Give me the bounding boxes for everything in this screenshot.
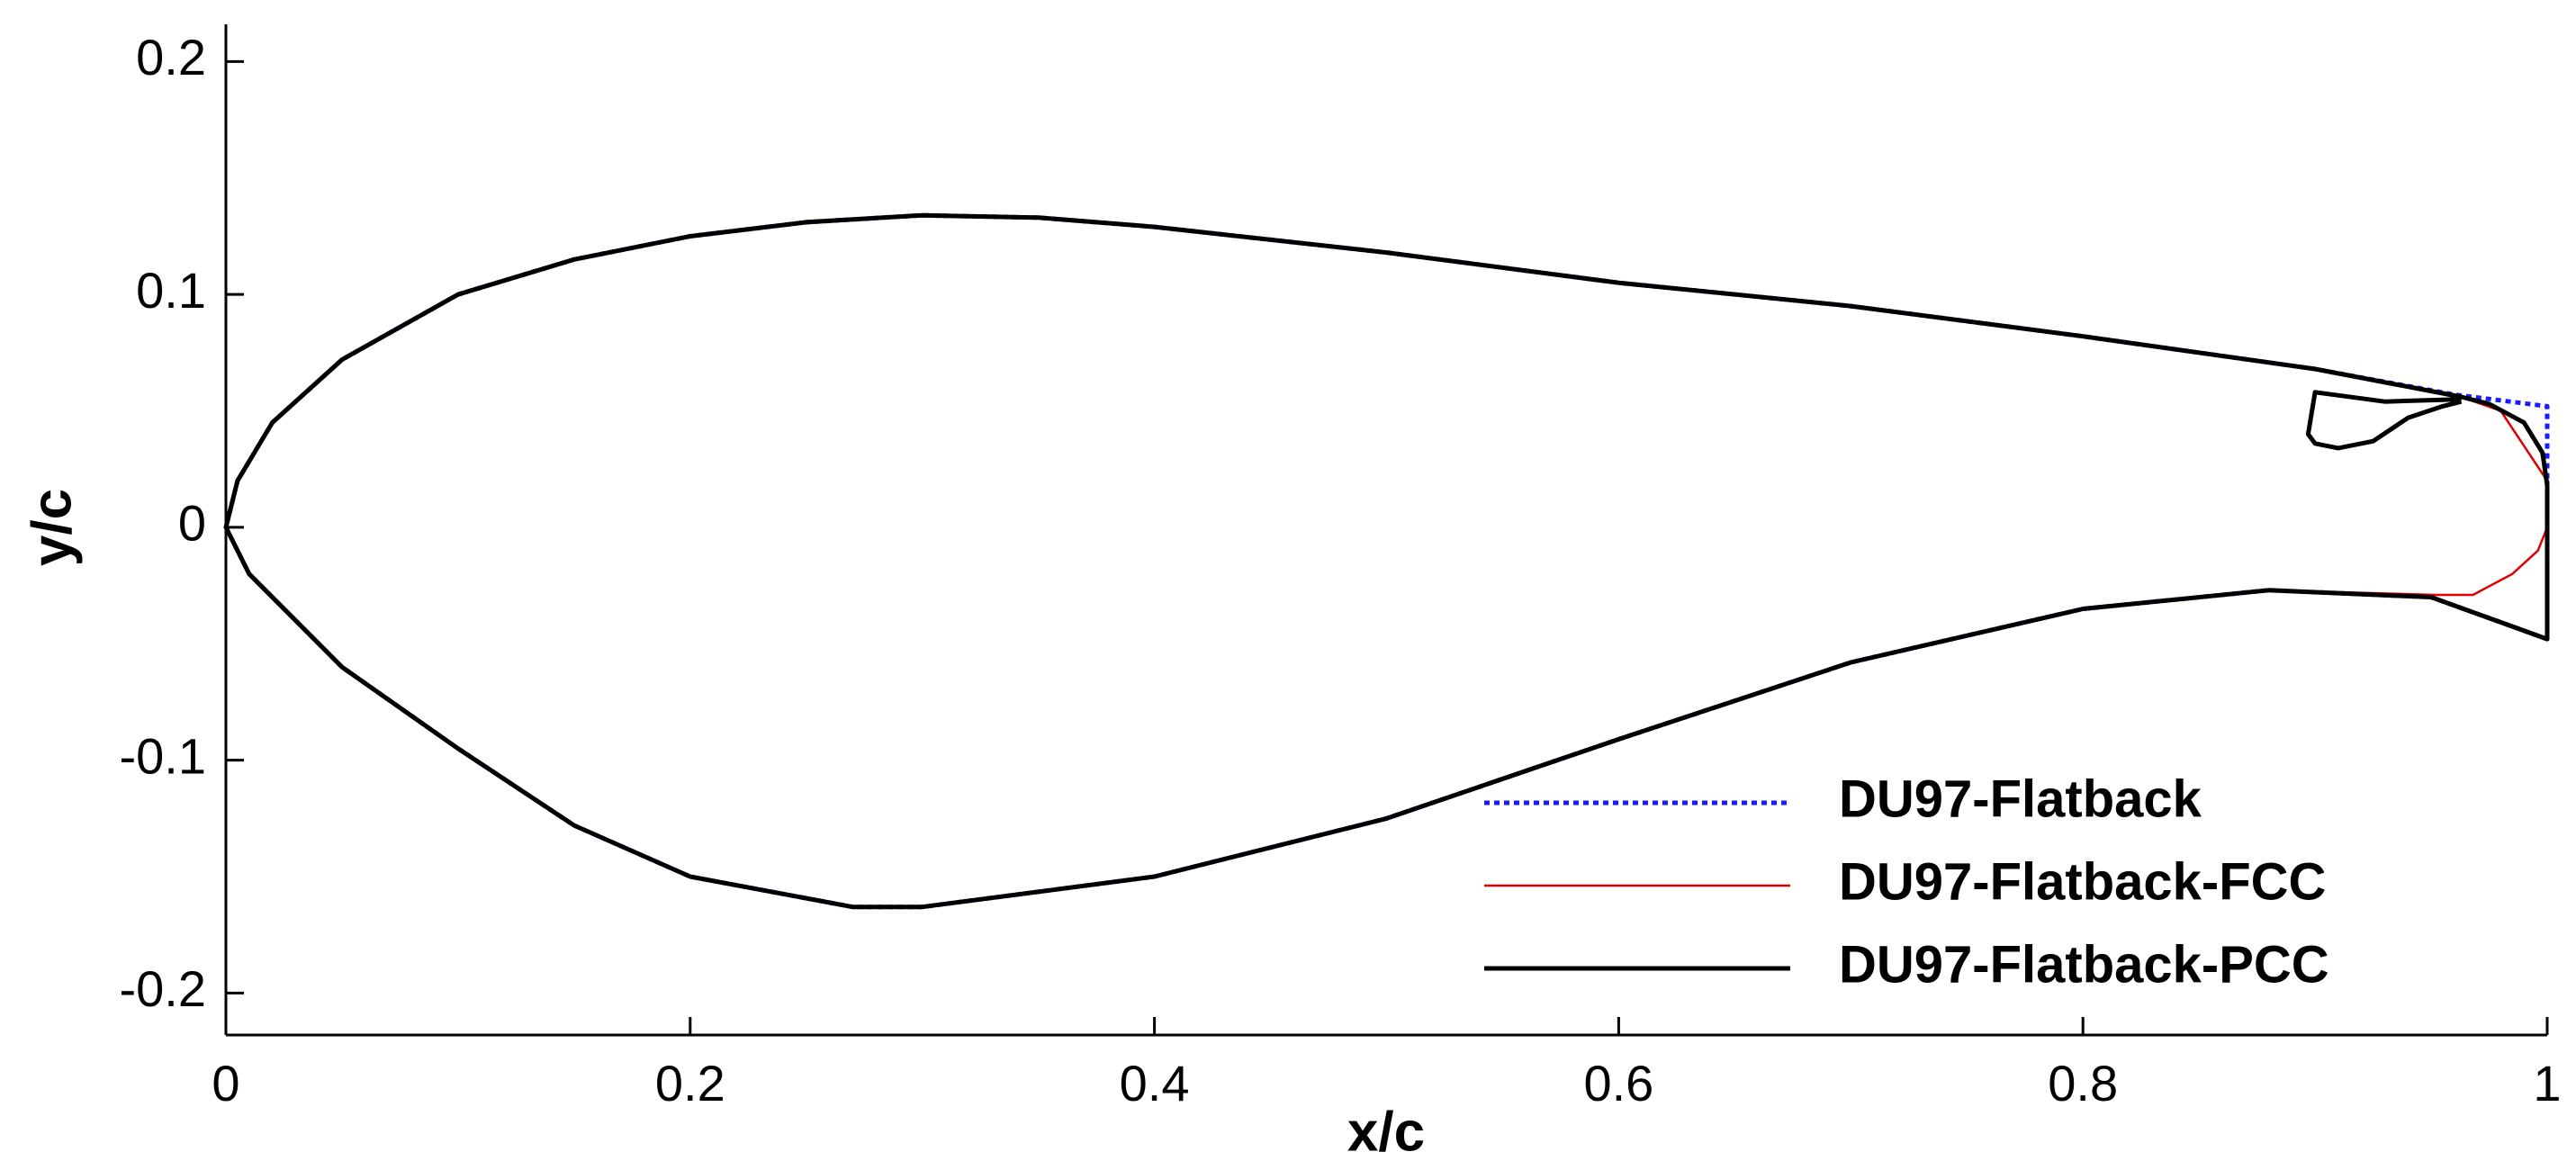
x-tick-label: 1	[2533, 1055, 2561, 1112]
legend-label: DU97-Flatback	[1839, 770, 2202, 828]
y-tick-label: 0.1	[136, 262, 206, 319]
x-axis-title: x/c	[1347, 1101, 1425, 1163]
x-tick-label: 0.6	[1583, 1055, 1653, 1112]
x-tick-label: 0.2	[655, 1055, 725, 1112]
legend-label: DU97-Flatback-PCC	[1839, 935, 2329, 994]
x-tick-label: 0.4	[1120, 1055, 1190, 1112]
series-line	[223, 212, 2550, 910]
x-tick-label: 0	[212, 1055, 239, 1112]
y-tick-label: 0	[178, 495, 206, 552]
x-tick-label: 0.8	[2048, 1055, 2118, 1112]
y-axis-title: y/c	[21, 489, 83, 566]
y-tick-label: -0.1	[120, 727, 207, 784]
legend-label: DU97-Flatback-FCC	[1839, 852, 2326, 911]
y-tick-label: -0.2	[120, 960, 207, 1017]
y-tick-label: 0.2	[136, 29, 206, 86]
